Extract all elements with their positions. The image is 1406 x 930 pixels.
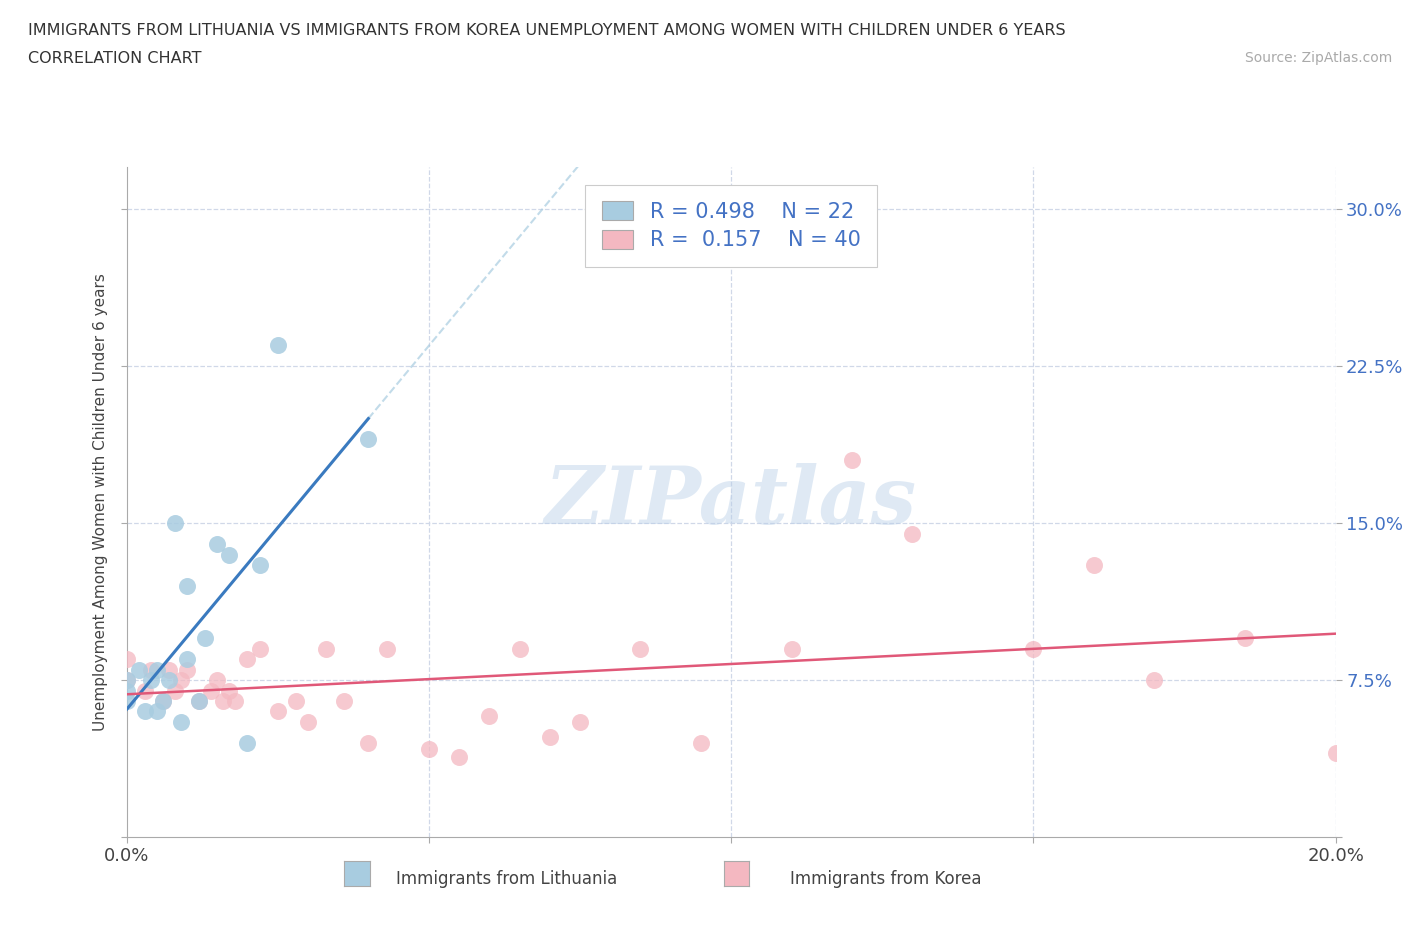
Text: CORRELATION CHART: CORRELATION CHART — [28, 51, 201, 66]
Point — [1234, 631, 1257, 645]
Point — [146, 704, 169, 719]
Point — [188, 694, 211, 709]
Point — [538, 729, 561, 744]
Point — [447, 750, 470, 764]
Point — [901, 526, 924, 541]
Point — [176, 578, 198, 593]
Point — [1143, 672, 1166, 687]
Point — [267, 338, 290, 352]
Point — [1083, 558, 1105, 573]
Point — [478, 709, 501, 724]
Point — [157, 662, 180, 677]
Legend: R = 0.498    N = 22, R =  0.157    N = 40: R = 0.498 N = 22, R = 0.157 N = 40 — [585, 184, 877, 267]
Point — [1324, 746, 1347, 761]
Point — [315, 642, 337, 657]
Text: Immigrants from Korea: Immigrants from Korea — [790, 870, 981, 888]
Point — [568, 714, 592, 729]
Point — [146, 662, 169, 677]
Point — [780, 642, 803, 657]
Point — [188, 694, 211, 709]
Point — [236, 736, 259, 751]
Point — [689, 736, 711, 751]
Point — [139, 662, 162, 677]
Text: IMMIGRANTS FROM LITHUANIA VS IMMIGRANTS FROM KOREA UNEMPLOYMENT AMONG WOMEN WITH: IMMIGRANTS FROM LITHUANIA VS IMMIGRANTS … — [28, 23, 1066, 38]
Point — [212, 694, 235, 709]
Point — [249, 642, 271, 657]
Point — [115, 652, 138, 667]
Point — [163, 516, 186, 531]
Text: ZIPatlas: ZIPatlas — [546, 463, 917, 541]
Point — [630, 642, 652, 657]
Point — [249, 558, 271, 573]
Point — [176, 662, 198, 677]
Point — [134, 704, 156, 719]
Point — [841, 453, 863, 468]
Point — [205, 537, 228, 551]
Point — [170, 714, 193, 729]
Point — [205, 672, 228, 687]
Point — [509, 642, 531, 657]
Point — [297, 714, 319, 729]
Point — [176, 652, 198, 667]
Point — [128, 662, 150, 677]
Y-axis label: Unemployment Among Women with Children Under 6 years: Unemployment Among Women with Children U… — [93, 273, 108, 731]
Point — [218, 683, 240, 698]
Point — [224, 694, 246, 709]
Point — [357, 736, 380, 751]
Point — [152, 694, 174, 709]
Point — [157, 672, 180, 687]
Point — [134, 683, 156, 698]
Text: Source: ZipAtlas.com: Source: ZipAtlas.com — [1244, 51, 1392, 65]
Point — [194, 631, 217, 645]
Text: Immigrants from Lithuania: Immigrants from Lithuania — [395, 870, 617, 888]
Point — [115, 694, 138, 709]
Point — [284, 694, 307, 709]
Point — [163, 683, 186, 698]
Point — [115, 672, 138, 687]
Point — [418, 742, 440, 757]
Point — [375, 642, 398, 657]
Point — [357, 432, 380, 447]
Point — [236, 652, 259, 667]
Point — [333, 694, 356, 709]
Point — [200, 683, 222, 698]
Point — [139, 672, 162, 687]
Point — [115, 672, 138, 687]
Point — [1022, 642, 1045, 657]
Point — [267, 704, 290, 719]
Point — [115, 683, 138, 698]
Point — [170, 672, 193, 687]
Point — [152, 694, 174, 709]
Point — [218, 547, 240, 562]
